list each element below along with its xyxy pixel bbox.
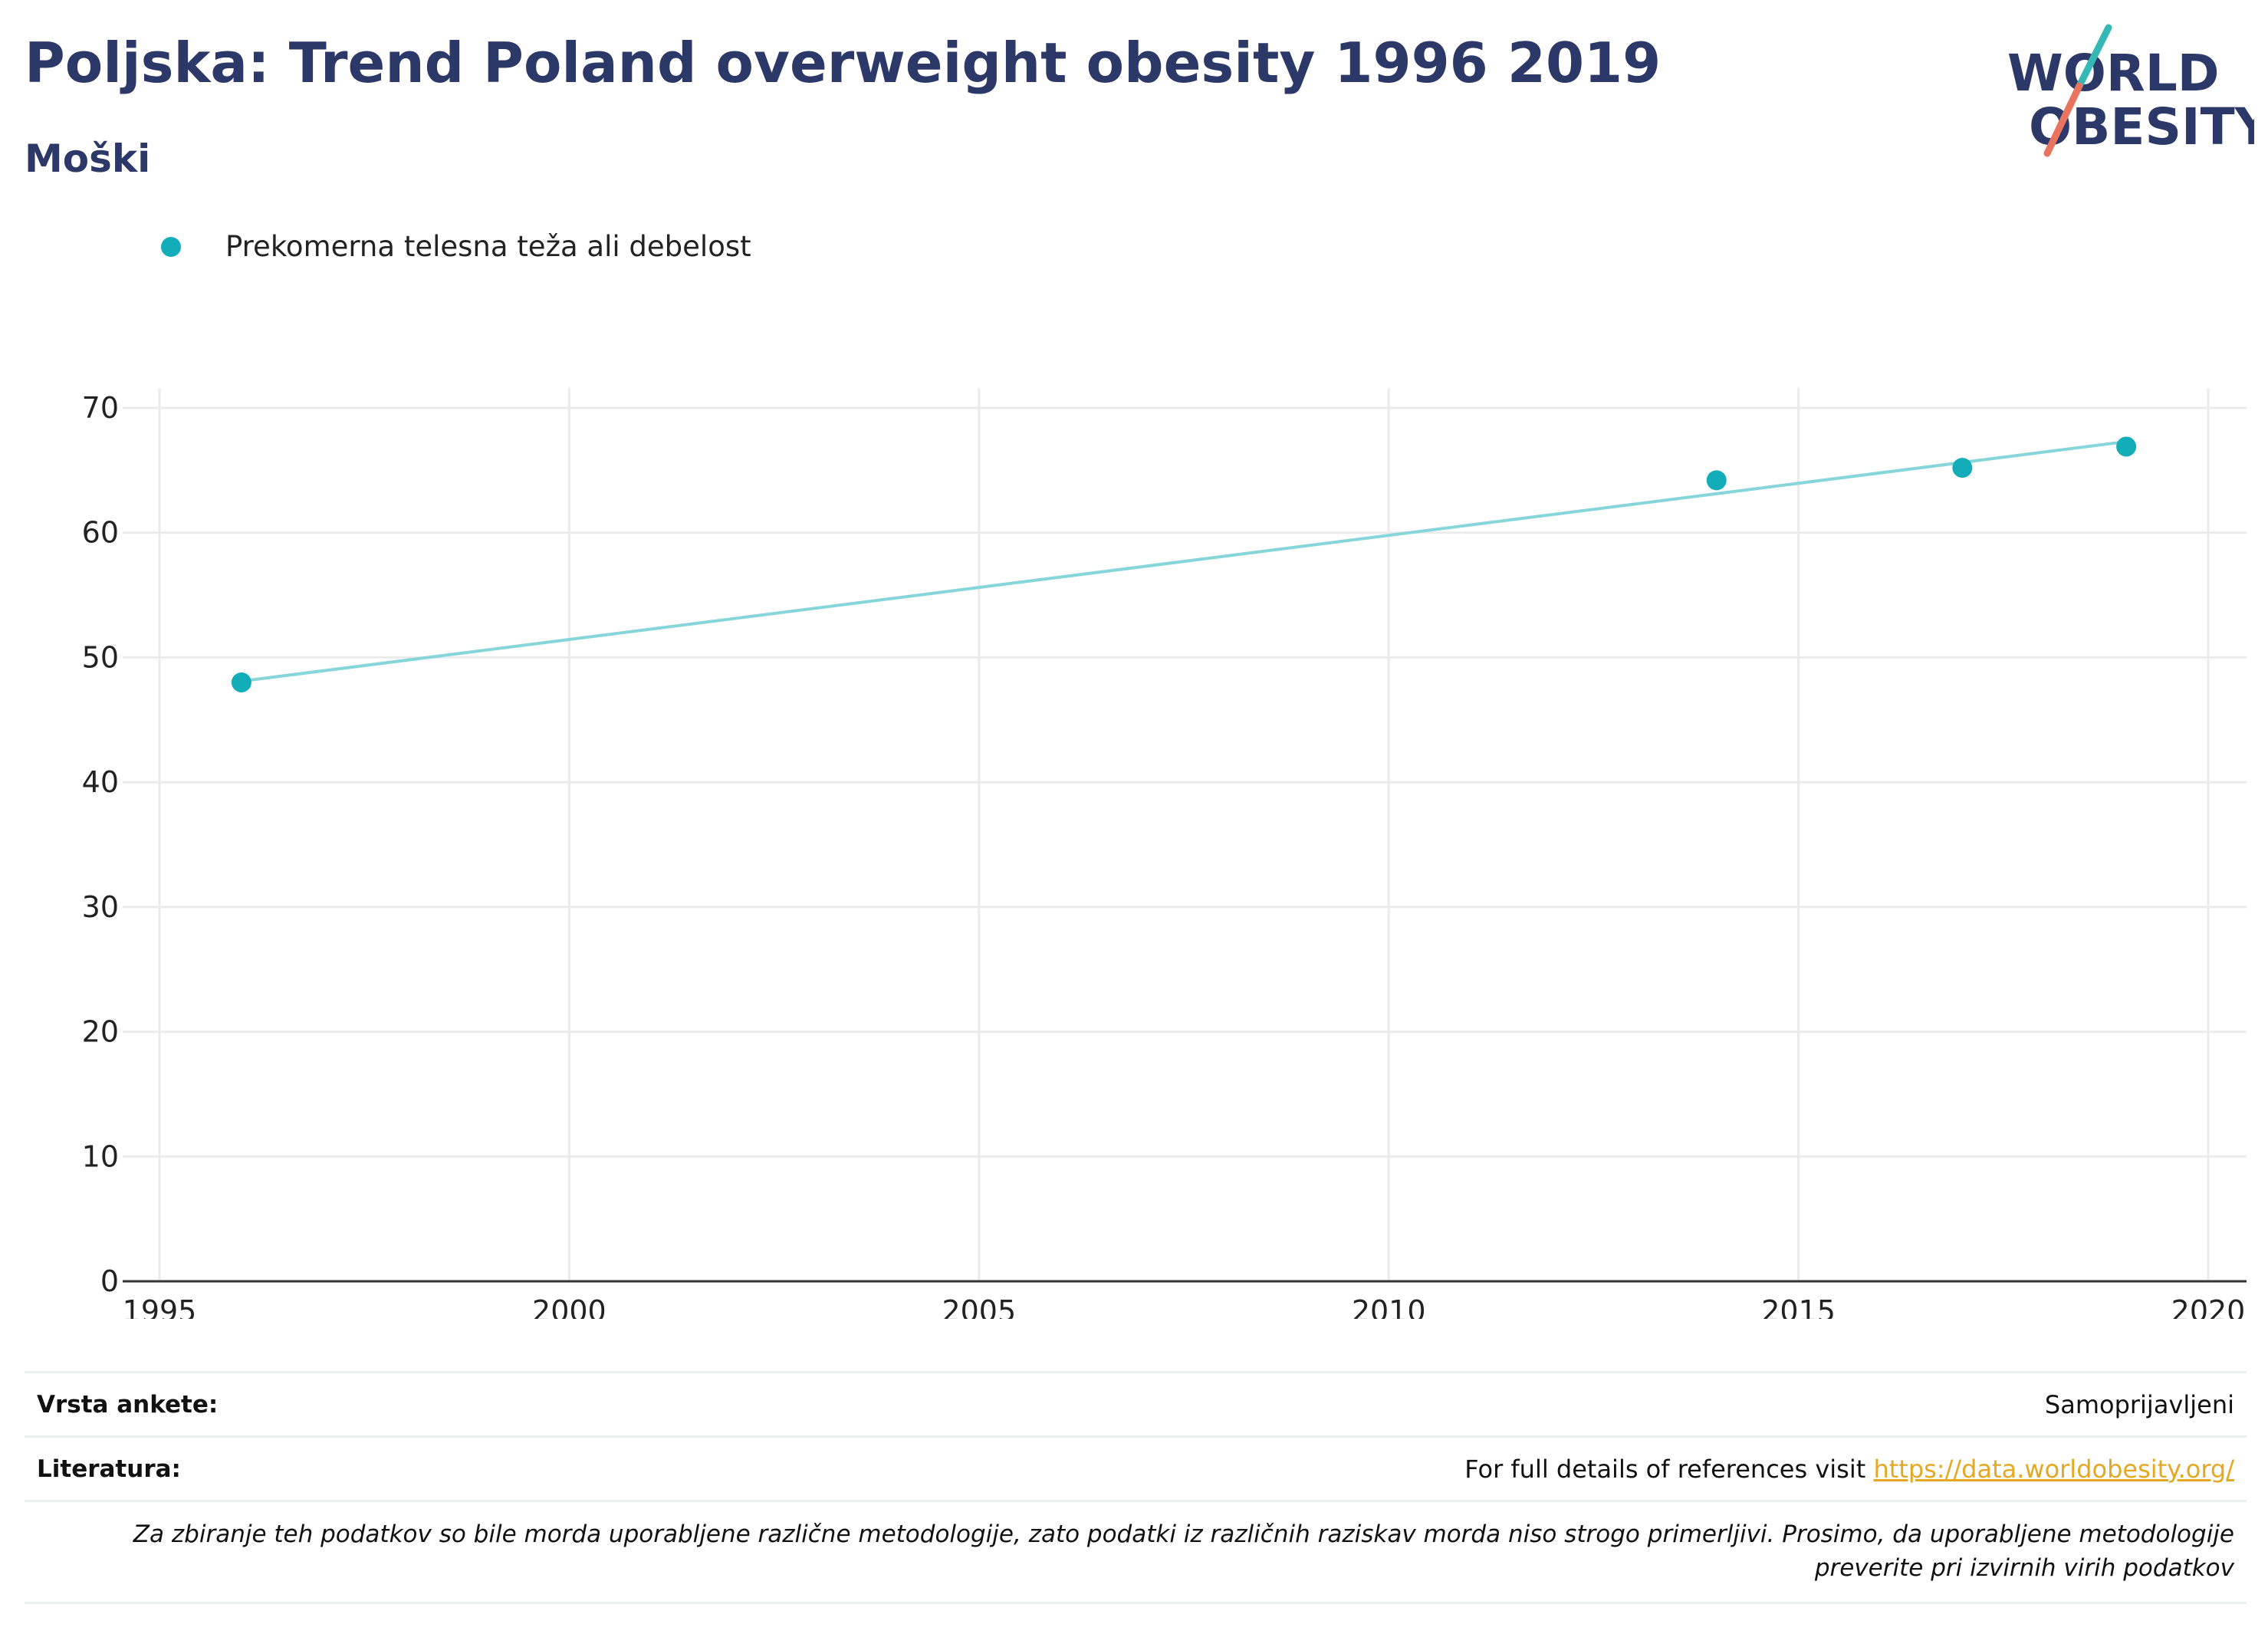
trend-line xyxy=(241,439,2127,683)
x-tick-label: 2005 xyxy=(942,1294,1016,1319)
chart-legend: Prekomerna telesna teža ali debelost xyxy=(161,230,751,263)
x-tick-label: 2000 xyxy=(532,1294,606,1319)
x-tick-label: 2010 xyxy=(1352,1294,1426,1319)
references-row: Literatura: For full details of referenc… xyxy=(25,1435,2247,1500)
survey-type-label: Vrsta ankete: xyxy=(37,1390,219,1419)
references-link[interactable]: https://data.worldobesity.org/ xyxy=(1873,1454,2234,1484)
x-tick-label: 2020 xyxy=(2171,1294,2246,1319)
y-tick-label: 50 xyxy=(82,640,119,674)
data-point xyxy=(2116,436,2137,457)
y-tick-label: 60 xyxy=(82,516,119,550)
chart-subtitle: Moški xyxy=(25,136,151,181)
references-value: For full details of references visit htt… xyxy=(1464,1455,2234,1484)
survey-type-row: Vrsta ankete: Samoprijavljeni xyxy=(25,1371,2247,1435)
y-tick-label: 70 xyxy=(82,391,119,425)
world-obesity-logo: WORLD OBESITY xyxy=(2007,24,2254,157)
survey-type-value: Samoprijavljeni xyxy=(2044,1389,2234,1419)
data-point xyxy=(231,672,251,692)
y-tick-label: 10 xyxy=(82,1139,119,1173)
references-text: For full details of references visit xyxy=(1464,1454,1874,1484)
y-tick-label: 20 xyxy=(82,1015,119,1049)
methodology-note: Za zbiranje teh podatkov so bile morda u… xyxy=(25,1500,2247,1604)
x-tick-label: 2015 xyxy=(1761,1294,1836,1319)
x-tick-label: 1995 xyxy=(123,1294,197,1319)
legend-label: Prekomerna telesna teža ali debelost xyxy=(225,230,751,263)
data-point xyxy=(1952,458,1973,478)
y-tick-label: 0 xyxy=(100,1264,119,1298)
y-tick-label: 40 xyxy=(82,765,119,799)
data-point xyxy=(1706,470,1727,491)
y-tick-label: 30 xyxy=(82,890,119,924)
references-label: Literatura: xyxy=(37,1455,181,1483)
chart-title: Poljska: Trend Poland overweight obesity… xyxy=(25,31,1662,95)
info-table: Vrsta ankete: Samoprijavljeni Literatura… xyxy=(25,1371,2247,1604)
svg-text:WORLD: WORLD xyxy=(2007,44,2220,103)
legend-marker xyxy=(161,236,181,257)
line-chart: 0 10 20 30 40 50 60 70 1995 2000 2005 2010 2015 2020 xyxy=(82,388,2247,1319)
